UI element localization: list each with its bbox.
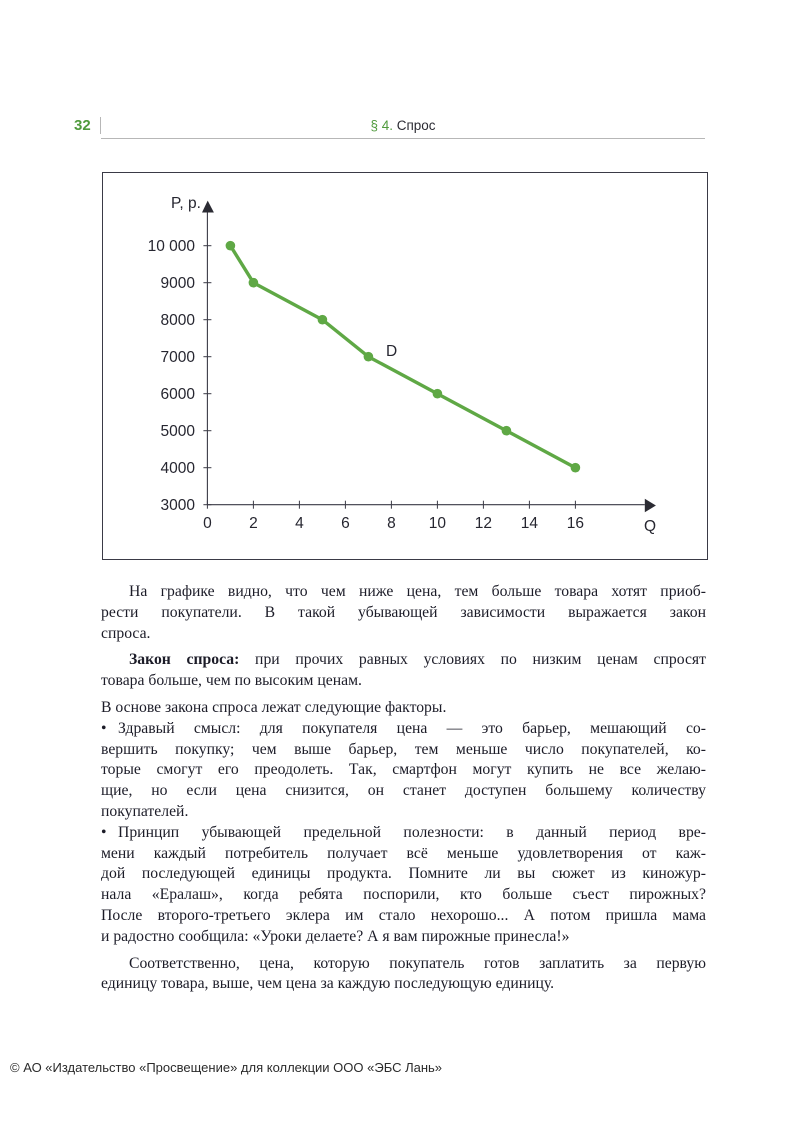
- svg-text:7000: 7000: [161, 349, 196, 366]
- svg-text:6000: 6000: [161, 386, 196, 403]
- svg-text:6: 6: [341, 515, 350, 532]
- svg-text:9000: 9000: [161, 275, 196, 292]
- svg-text:4000: 4000: [161, 460, 196, 477]
- svg-text:12: 12: [475, 515, 492, 532]
- svg-text:4: 4: [295, 515, 304, 532]
- svg-text:16: 16: [567, 515, 584, 532]
- svg-text:2: 2: [249, 515, 258, 532]
- svg-text:14: 14: [521, 515, 539, 532]
- svg-text:8000: 8000: [161, 312, 196, 329]
- svg-text:3000: 3000: [161, 497, 196, 514]
- svg-text:0: 0: [203, 515, 212, 532]
- svg-text:10 000: 10 000: [148, 238, 196, 255]
- svg-text:10: 10: [429, 515, 447, 532]
- svg-text:D: D: [386, 343, 397, 360]
- svg-text:5000: 5000: [161, 423, 196, 440]
- svg-text:8: 8: [387, 515, 396, 532]
